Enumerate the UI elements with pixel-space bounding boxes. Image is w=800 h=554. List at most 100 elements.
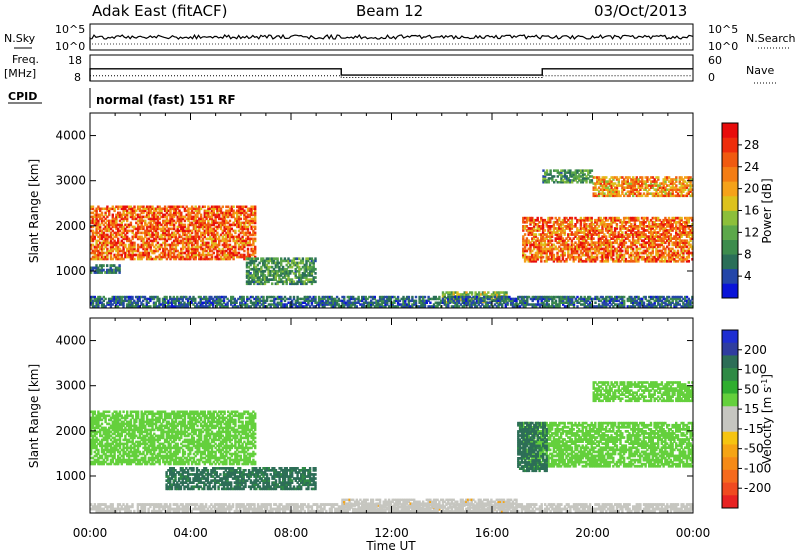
echo-cell xyxy=(187,249,190,253)
echo-cell xyxy=(118,219,122,223)
echo-cell xyxy=(675,259,678,263)
echo-cell xyxy=(691,223,694,226)
echo-cell xyxy=(298,272,301,275)
echo-cell xyxy=(131,243,134,247)
echo-cell xyxy=(664,229,667,232)
echo-cell xyxy=(621,182,624,185)
echo-cell xyxy=(581,177,585,180)
echo-cell xyxy=(567,179,570,182)
echo-cell xyxy=(660,249,663,253)
echo-cell xyxy=(269,295,272,299)
echo-cell xyxy=(558,233,561,236)
echo-cell xyxy=(561,220,565,224)
echo-cell xyxy=(685,231,689,234)
echo-cell xyxy=(145,225,149,229)
echo-cell xyxy=(90,229,93,233)
echo-cell xyxy=(185,247,188,251)
echo-cell xyxy=(687,231,690,234)
echo-cell xyxy=(255,295,258,299)
echo-cell xyxy=(552,220,556,224)
echo-cell xyxy=(153,217,156,221)
echo-cell xyxy=(574,247,577,251)
echo-cell xyxy=(689,225,692,228)
echo-cell xyxy=(603,259,606,263)
echo-cell xyxy=(571,179,574,182)
echo-cell xyxy=(547,218,550,222)
echo-cell xyxy=(608,251,611,255)
echo-cell xyxy=(675,223,678,226)
echo-cell xyxy=(232,221,235,225)
echo-cell xyxy=(93,299,96,303)
echo-cell xyxy=(414,305,418,308)
echo-cell xyxy=(631,241,635,245)
echo-cell xyxy=(671,194,674,198)
echo-cell xyxy=(622,225,626,228)
echo-cell xyxy=(664,180,667,183)
echo-cell xyxy=(203,249,206,253)
echo-cell xyxy=(109,266,112,270)
echo-cell xyxy=(601,190,604,193)
echo-cell xyxy=(185,227,188,231)
echo-cell xyxy=(111,295,114,299)
echo-cell xyxy=(216,255,219,259)
echo-cell xyxy=(133,247,136,251)
echo-cell xyxy=(687,227,690,230)
echo-cell xyxy=(601,237,604,240)
echo-cell xyxy=(169,305,172,308)
echo-cell xyxy=(122,205,125,209)
echo-cell xyxy=(667,223,671,226)
echo-cell xyxy=(127,301,131,304)
echo-cell xyxy=(341,295,344,299)
echo-cell xyxy=(243,243,246,247)
echo-cell xyxy=(113,241,116,245)
echo-cell xyxy=(240,305,244,308)
echo-cell xyxy=(258,278,261,281)
echo-cell xyxy=(676,216,680,220)
echo-cell xyxy=(203,253,206,257)
echo-cell xyxy=(588,257,592,261)
echo-cell xyxy=(243,221,246,225)
echo-cell xyxy=(245,274,249,277)
echo-cell xyxy=(301,305,305,308)
echo-cell xyxy=(147,233,151,237)
echo-cell xyxy=(651,225,654,228)
echo-cell xyxy=(138,219,142,223)
echo-cell xyxy=(601,194,604,198)
echo-cell xyxy=(682,225,685,228)
echo-cell xyxy=(525,220,529,224)
echo-cell xyxy=(595,257,599,261)
echo-cell xyxy=(285,278,288,281)
echo-cell xyxy=(154,221,158,225)
echo-cell xyxy=(586,249,590,253)
echo-cell xyxy=(118,215,122,219)
echo-cell xyxy=(109,253,113,257)
echo-cell xyxy=(657,245,660,249)
echo-cell xyxy=(117,227,120,231)
echo-cell xyxy=(522,249,525,253)
echo-cell xyxy=(529,241,532,245)
echo-cell xyxy=(232,245,235,249)
echo-cell xyxy=(180,247,183,251)
echo-cell xyxy=(219,233,223,237)
echo-cell xyxy=(131,301,134,304)
echo-cell xyxy=(298,274,301,277)
echo-cell xyxy=(196,219,199,223)
echo-cell xyxy=(637,182,640,185)
echo-cell xyxy=(272,259,276,263)
echo-cell xyxy=(642,182,646,185)
echo-cell xyxy=(176,305,179,308)
echo-cell xyxy=(90,235,93,239)
echo-cell xyxy=(664,216,667,220)
echo-cell xyxy=(269,274,272,277)
echo-cell xyxy=(174,297,177,301)
echo-cell xyxy=(567,177,570,180)
echo-cell xyxy=(124,233,127,237)
echo-cell xyxy=(219,301,222,304)
echo-cell xyxy=(296,263,299,267)
echo-cell xyxy=(93,209,96,213)
echo-cell xyxy=(592,259,595,263)
echo-cell xyxy=(387,299,391,303)
echo-cell xyxy=(254,276,258,279)
echo-cell xyxy=(276,301,279,304)
echo-cell xyxy=(642,218,645,222)
